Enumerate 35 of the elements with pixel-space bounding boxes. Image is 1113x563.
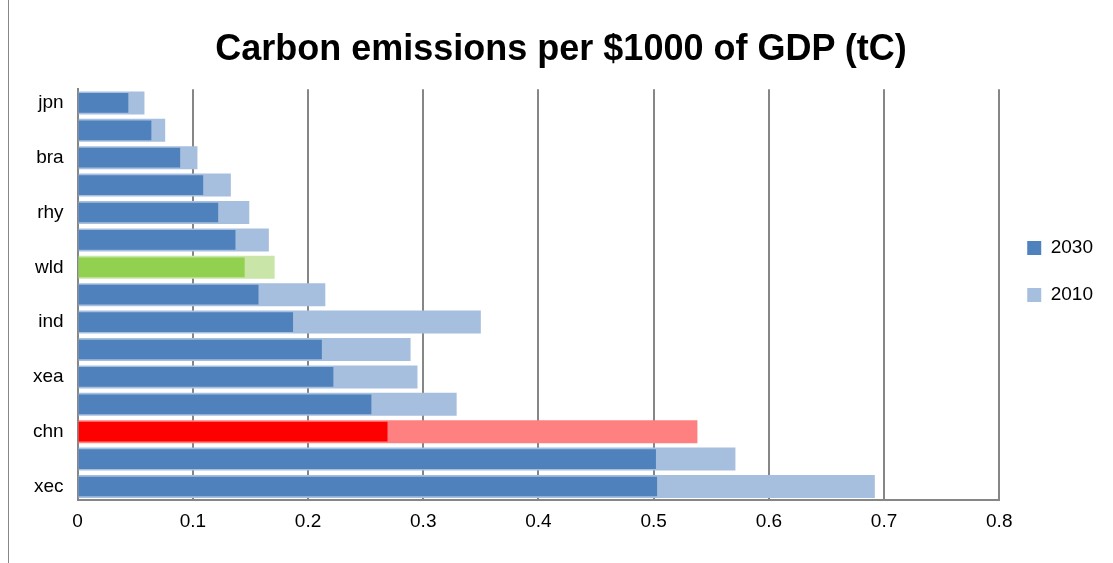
x-tick-label: 0.2 (294, 509, 322, 531)
bar (78, 93, 129, 113)
legend-label: 2030 (1050, 236, 1094, 258)
bar (78, 312, 294, 332)
bar (78, 476, 658, 497)
chart-title: Carbon emissions per $1000 of GDP (tC) (215, 26, 907, 68)
bar (78, 257, 245, 278)
bar (78, 367, 334, 387)
bar (78, 284, 259, 305)
y-tick-label: chn (32, 419, 64, 441)
bar (78, 339, 322, 360)
y-tick-label: wld (34, 255, 64, 277)
x-tick-label: 0.6 (755, 509, 783, 531)
x-tick-label: 0.3 (410, 509, 437, 531)
bar (78, 394, 372, 415)
x-tick-label: 0.7 (870, 509, 898, 531)
y-tick-label: jpn (37, 91, 64, 113)
y-tick-label: ind (38, 310, 64, 332)
bar (78, 230, 236, 250)
bar (78, 120, 152, 141)
x-tick-label: 0.8 (986, 509, 1013, 531)
x-tick-label: 0.5 (640, 509, 667, 531)
y-tick-label: xea (32, 365, 65, 387)
bar (78, 147, 181, 168)
bar (78, 421, 388, 442)
x-tick-label: 0.1 (179, 509, 207, 531)
bar (78, 175, 204, 195)
bar (78, 202, 219, 223)
y-tick-label: xec (34, 474, 64, 496)
y-tick-label: rhy (37, 200, 65, 222)
x-tick-label: 0 (72, 509, 83, 531)
bar (78, 449, 656, 469)
y-tick-label: bra (36, 145, 65, 167)
legend-label: 2010 (1050, 283, 1094, 305)
x-tick-label: 0.4 (525, 509, 553, 531)
